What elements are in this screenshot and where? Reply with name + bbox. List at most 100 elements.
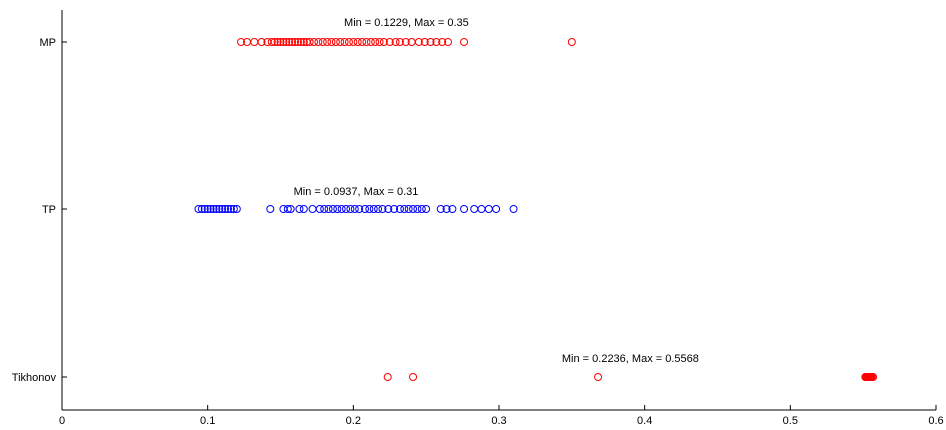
data-point-mp bbox=[327, 38, 336, 46]
data-point-mp bbox=[420, 38, 429, 46]
data-point-tp bbox=[266, 205, 275, 213]
x-tick-label: 0 bbox=[59, 415, 65, 427]
data-point-tp bbox=[197, 205, 206, 213]
data-point-tp bbox=[226, 205, 235, 213]
data-point-tp bbox=[350, 205, 359, 213]
data-point-mp bbox=[331, 38, 340, 46]
data-point-mp bbox=[340, 38, 349, 46]
data-point-tp bbox=[369, 205, 378, 213]
data-point-mp bbox=[314, 38, 323, 46]
data-point-mp bbox=[285, 38, 294, 46]
data-point-tp bbox=[409, 205, 418, 213]
data-point-tp bbox=[378, 205, 387, 213]
data-point-tp bbox=[200, 205, 209, 213]
data-point-tikhonov bbox=[869, 373, 878, 381]
x-tick-label: 0.1 bbox=[200, 415, 215, 427]
data-point-tp bbox=[436, 205, 445, 213]
data-point-mp bbox=[336, 38, 345, 46]
data-point-tp bbox=[315, 205, 324, 213]
data-point-mp bbox=[288, 38, 297, 46]
data-point-tp bbox=[342, 205, 351, 213]
data-point-tp bbox=[215, 205, 224, 213]
data-point-mp bbox=[270, 38, 279, 46]
data-points bbox=[194, 38, 878, 381]
data-point-mp bbox=[460, 38, 469, 46]
data-point-mp bbox=[414, 38, 423, 46]
data-point-mp bbox=[344, 38, 353, 46]
data-point-mp bbox=[362, 38, 371, 46]
data-point-tp bbox=[206, 205, 215, 213]
y-tick-label-tp: TP bbox=[42, 204, 56, 216]
x-tick-label: 0.2 bbox=[346, 415, 361, 427]
data-point-tp bbox=[328, 205, 337, 213]
annotation-tikhonov: Min = 0.2236, Max = 0.5568 bbox=[562, 353, 699, 365]
data-point-mp bbox=[291, 38, 300, 46]
data-point-mp bbox=[379, 38, 388, 46]
data-point-tp bbox=[229, 205, 238, 213]
data-point-tp bbox=[484, 205, 493, 213]
data-point-tp bbox=[324, 205, 333, 213]
data-point-tp bbox=[283, 205, 292, 213]
data-point-mp bbox=[371, 38, 380, 46]
data-point-tp bbox=[509, 205, 518, 213]
data-point-mp bbox=[323, 38, 332, 46]
data-point-tp bbox=[337, 205, 346, 213]
data-point-mp bbox=[349, 38, 358, 46]
data-point-tp bbox=[442, 205, 451, 213]
data-point-tp bbox=[232, 205, 241, 213]
annotation-tp: Min = 0.0937, Max = 0.31 bbox=[294, 186, 419, 198]
data-point-tp bbox=[413, 205, 422, 213]
data-point-tp bbox=[365, 205, 374, 213]
data-point-tp bbox=[212, 205, 221, 213]
data-point-tp bbox=[422, 205, 431, 213]
data-point-tp bbox=[460, 205, 469, 213]
data-point-mp bbox=[257, 38, 266, 46]
data-point-tikhonov bbox=[383, 373, 392, 381]
data-point-tp bbox=[333, 205, 342, 213]
annotations: Min = 0.1229, Max = 0.35 Min = 0.0937, Ma… bbox=[294, 17, 699, 365]
data-point-mp bbox=[358, 38, 367, 46]
data-point-mp bbox=[237, 38, 246, 46]
data-point-mp bbox=[567, 38, 576, 46]
data-point-mp bbox=[299, 38, 308, 46]
data-point-tp bbox=[470, 205, 479, 213]
data-point-tikhonov bbox=[594, 373, 603, 381]
axes: 0 0.1 0.2 0.3 0.4 0.5 0.6 MP TP Tikhonov bbox=[12, 10, 944, 427]
data-point-tp bbox=[360, 205, 369, 213]
data-point-tp bbox=[320, 205, 329, 213]
data-point-mp bbox=[310, 38, 319, 46]
x-tick-label: 0.3 bbox=[491, 415, 506, 427]
data-point-mp bbox=[293, 38, 302, 46]
y-tick-label-mp: MP bbox=[40, 37, 57, 49]
data-point-mp bbox=[353, 38, 362, 46]
data-point-mp bbox=[305, 38, 314, 46]
data-point-mp bbox=[279, 38, 288, 46]
data-point-tp bbox=[203, 205, 212, 213]
data-point-mp bbox=[282, 38, 291, 46]
data-point-mp bbox=[267, 38, 276, 46]
data-point-tp bbox=[286, 205, 295, 213]
x-tick-label: 0.4 bbox=[637, 415, 652, 427]
data-point-mp bbox=[401, 38, 410, 46]
data-point-tp bbox=[390, 205, 399, 213]
data-point-tp bbox=[448, 205, 457, 213]
data-point-mp bbox=[444, 38, 453, 46]
data-point-tp bbox=[404, 205, 413, 213]
data-point-mp bbox=[276, 38, 285, 46]
data-point-mp bbox=[250, 38, 259, 46]
data-point-tp bbox=[224, 205, 233, 213]
data-point-tp bbox=[295, 205, 304, 213]
data-point-tp bbox=[221, 205, 230, 213]
data-point-mp bbox=[273, 38, 282, 46]
data-point-tp bbox=[417, 205, 426, 213]
data-point-mp bbox=[391, 38, 400, 46]
data-point-tp bbox=[308, 205, 317, 213]
x-tick-label: 0.5 bbox=[783, 415, 798, 427]
x-tick-label: 0.6 bbox=[928, 415, 943, 427]
data-point-tp bbox=[374, 205, 383, 213]
annotation-mp: Min = 0.1229, Max = 0.35 bbox=[344, 17, 469, 29]
data-point-tp bbox=[194, 205, 203, 213]
data-point-tp bbox=[477, 205, 486, 213]
data-point-tp bbox=[346, 205, 355, 213]
data-point-mp bbox=[296, 38, 305, 46]
